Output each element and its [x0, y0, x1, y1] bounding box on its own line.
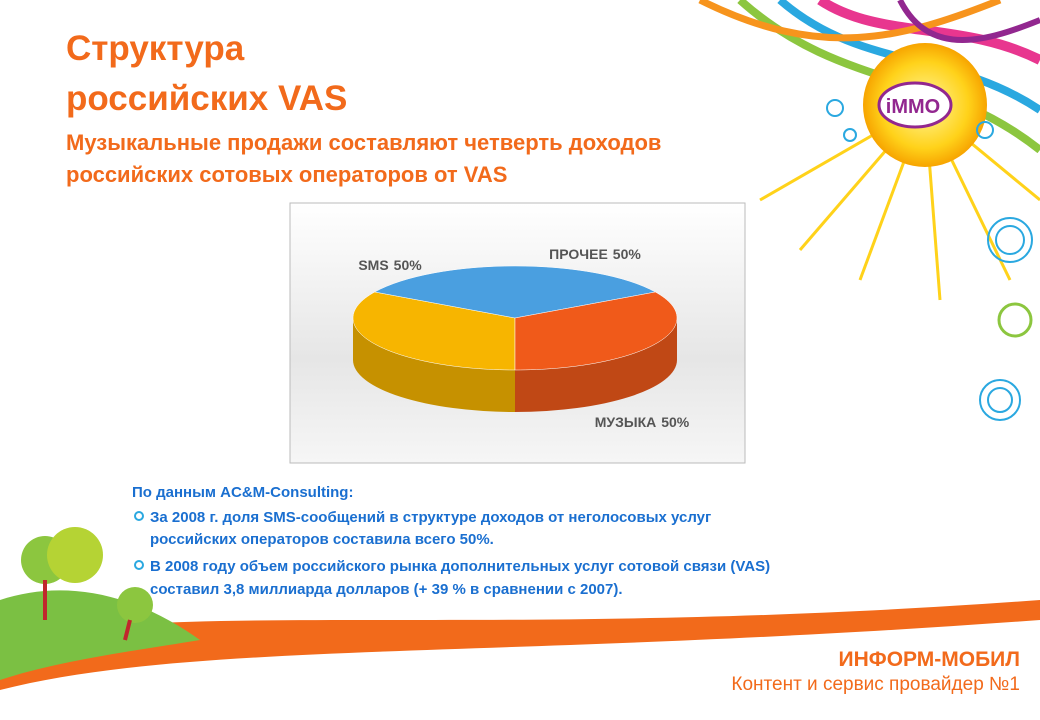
footer-tagline: Контент и сервис провайдер №1: [731, 674, 1020, 695]
bullet-text: составил 3,8 миллиарда долларов (+ 39 % …: [150, 581, 623, 598]
slice-label-category: ПРОЧЕЕ: [549, 246, 608, 262]
pie-slice: [514, 291, 678, 371]
slice-label-category: SMS: [358, 257, 388, 273]
logo: iMMO: [886, 96, 940, 118]
pie-slice: [373, 265, 657, 319]
source: По данным AC&M-Consulting:: [132, 484, 353, 501]
slice-label: ПРОЧЕЕ 50%: [549, 246, 641, 262]
slice-label-value: 50%: [394, 257, 423, 273]
pie-slice-side: [515, 318, 677, 412]
slice-label-value: 50%: [613, 246, 642, 262]
footer-brand: ИНФОРМ-МОБИЛ: [839, 648, 1020, 671]
title-line: Структура: [66, 29, 245, 68]
bullet-icon: [134, 560, 144, 570]
title: Структура российских VAS: [66, 29, 347, 118]
pie-slice: [352, 291, 516, 371]
subtitle-line: российских сотовых операторов от VAS: [66, 162, 507, 187]
title-line: российских VAS: [66, 79, 347, 118]
pie-chart: SMS 50%ПРОЧЕЕ 50%МУЗЫКА 50%: [352, 246, 690, 430]
bullet-text: российских операторов составила всего 50…: [150, 531, 494, 548]
pie-slice-side: [353, 318, 515, 412]
bullet-text: За 2008 г. доля SMS-сообщений в структур…: [150, 509, 711, 526]
bullet-icon: [134, 511, 144, 521]
bullet-text: В 2008 году объем российского рынка допо…: [150, 558, 770, 575]
slice-label: SMS 50%: [358, 257, 422, 273]
slice-label: МУЗЫКА 50%: [595, 414, 690, 430]
bullets: За 2008 г. доля SMS-сообщений в структур…: [134, 509, 770, 598]
subtitle: Музыкальные продажи составляют четверть …: [66, 130, 668, 187]
slice-label-value: 50%: [661, 414, 690, 430]
slice-label-category: МУЗЫКА: [595, 414, 657, 430]
subtitle-line: Музыкальные продажи составляют четверть …: [66, 130, 661, 155]
